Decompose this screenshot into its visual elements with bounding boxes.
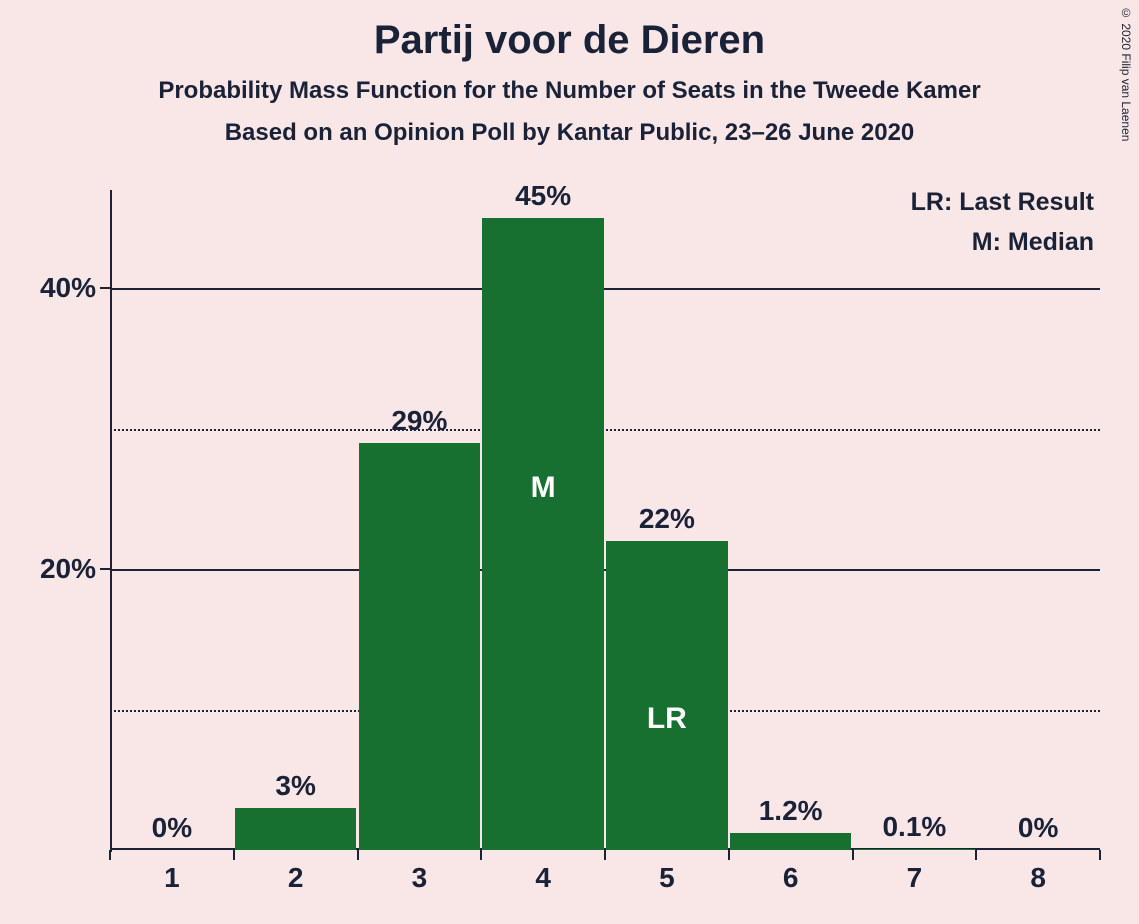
- bar: [730, 833, 851, 850]
- bar-value-label: 22%: [639, 503, 695, 541]
- bar-value-label: 1.2%: [759, 795, 823, 833]
- y-tick-mark: [100, 287, 110, 289]
- grid-major: [110, 288, 1100, 290]
- grid-minor: [110, 429, 1100, 431]
- bar-value-label: 0.1%: [882, 811, 946, 849]
- x-tick-mark: [975, 850, 977, 860]
- bar-value-label: 0%: [152, 812, 192, 850]
- bar: M: [482, 218, 603, 850]
- bar: [235, 808, 356, 850]
- bar-value-label: 45%: [515, 180, 571, 218]
- x-tick-mark: [109, 850, 111, 860]
- bar-inner-label: LR: [647, 702, 687, 736]
- plot-area: LR: Last Result M: Median 0%3%29%M45%LR2…: [110, 190, 1100, 850]
- x-tick-label: 6: [783, 850, 799, 894]
- bar: [359, 443, 480, 850]
- legend: LR: Last Result M: Median: [911, 182, 1094, 262]
- chart-subtitle-1: Probability Mass Function for the Number…: [0, 77, 1139, 105]
- y-tick-mark: [100, 568, 110, 570]
- chart-subtitle-2: Based on an Opinion Poll by Kantar Publi…: [0, 119, 1139, 147]
- x-tick-label: 2: [288, 850, 304, 894]
- x-tick-mark: [233, 850, 235, 860]
- chart-container: Partij voor de Dieren Probability Mass F…: [0, 0, 1139, 924]
- chart-title: Partij voor de Dieren: [0, 0, 1139, 63]
- x-tick-label: 3: [412, 850, 428, 894]
- copyright-text: © 2020 Filip van Laenen: [1119, 6, 1133, 141]
- x-tick-mark: [852, 850, 854, 860]
- bar: LR: [606, 541, 727, 850]
- x-tick-mark: [604, 850, 606, 860]
- x-tick-label: 1: [164, 850, 180, 894]
- x-tick-mark: [1099, 850, 1101, 860]
- x-tick-label: 7: [907, 850, 923, 894]
- grid-major: [110, 569, 1100, 571]
- legend-lr: LR: Last Result: [911, 182, 1094, 222]
- x-tick-label: 8: [1030, 850, 1046, 894]
- bar-value-label: 3%: [275, 770, 315, 808]
- bar-inner-label: M: [531, 471, 556, 505]
- grid-minor: [110, 710, 1100, 712]
- x-tick-mark: [357, 850, 359, 860]
- bar-value-label: 0%: [1018, 812, 1058, 850]
- x-tick-mark: [728, 850, 730, 860]
- x-tick-label: 5: [659, 850, 675, 894]
- legend-m: M: Median: [911, 222, 1094, 262]
- bar-value-label: 29%: [391, 405, 447, 443]
- x-tick-label: 4: [535, 850, 551, 894]
- x-tick-mark: [480, 850, 482, 860]
